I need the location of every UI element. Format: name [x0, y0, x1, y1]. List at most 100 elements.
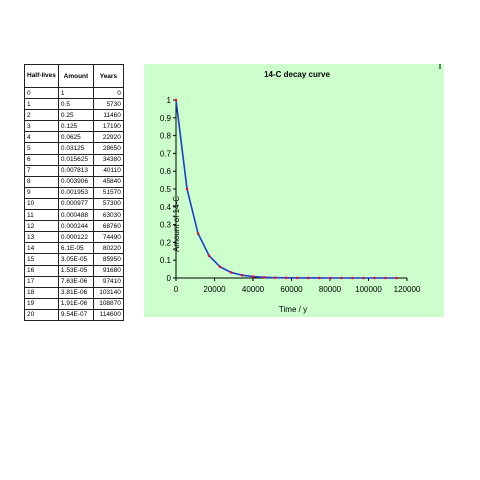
- years-cell: 85950: [92, 253, 124, 266]
- years-cell: 108870: [92, 297, 124, 310]
- y-tick-label: 0.2: [160, 238, 172, 247]
- data-point: [196, 232, 200, 235]
- years-cell: 0: [92, 86, 124, 100]
- amount-cell: 0.000244: [57, 220, 94, 233]
- chart-panel: 14-C decay curve Time / y Amount of 14-C…: [144, 64, 444, 317]
- series: [174, 98, 398, 280]
- years-cell: 51570: [92, 186, 124, 199]
- y-tick-label: 0.4: [160, 203, 172, 212]
- half-life-cell: 13: [24, 231, 59, 244]
- x-tick-label: 0: [174, 285, 179, 294]
- years-cell: 11460: [92, 109, 124, 122]
- years-cell: 34380: [92, 153, 124, 166]
- y-tick-label: 0.3: [160, 221, 172, 230]
- amount-cell: 0.03125: [57, 142, 94, 155]
- header-amount: Amount: [57, 64, 94, 88]
- years-cell: 80220: [92, 242, 124, 255]
- amount-cell: 0.015625: [57, 153, 94, 166]
- axes: [175, 100, 407, 279]
- x-tick-label: 120000: [394, 285, 421, 294]
- table-row: 13 0.000122 74490: [24, 231, 124, 244]
- amount-cell: 3.81E-06: [57, 286, 94, 299]
- data-point: [351, 276, 354, 280]
- amount-cell: 6.1E-05: [57, 242, 94, 255]
- data-point: [262, 276, 266, 279]
- half-life-cell: 11: [24, 209, 59, 222]
- data-point: [340, 276, 343, 280]
- data-table: Half-lives Amount Years 0 1 0 1 0.5 5730 2 0.25…: [24, 64, 124, 321]
- data-point: [185, 187, 189, 191]
- years-cell: 63030: [92, 209, 124, 222]
- y-tick-label: 0.1: [160, 256, 172, 265]
- years-cell: 28650: [92, 142, 124, 155]
- amount-cell: 1.91E-06: [57, 297, 94, 310]
- y-tick-label: 0.7: [160, 149, 172, 158]
- x-axis-label: Time / y: [279, 305, 307, 314]
- table-row: 10 0.000977 57300: [24, 197, 124, 211]
- chart-title: 14-C decay curve: [264, 70, 330, 79]
- amount-cell: 0.000977: [57, 197, 94, 211]
- table-row: 16 1.53E-05 91680: [24, 264, 124, 277]
- amount-cell: 3.05E-05: [57, 253, 94, 266]
- half-life-cell: 20: [24, 308, 59, 321]
- header-years: Years: [92, 64, 124, 88]
- data-point: [384, 276, 387, 280]
- x-tick-label: 40000: [242, 285, 265, 294]
- years-cell: 68760: [92, 220, 124, 233]
- decay-series-line: [175, 99, 397, 279]
- amount-cell: 0.125: [57, 120, 94, 133]
- table-row: 8 0.003906 45840: [24, 175, 124, 188]
- table-body: 0 1 0 1 0.5 5730 2 0.25 11460 3 0.125 17190 4 0.0625 2…: [24, 86, 124, 321]
- half-life-cell: 9: [24, 186, 59, 199]
- data-point: [307, 276, 310, 280]
- table-row: 17 7.63E-06 97410: [24, 275, 124, 288]
- table-row: 1 0.5 5730: [24, 98, 124, 111]
- y-tick-label: 0.6: [160, 167, 172, 176]
- table-row: 15 3.05E-05 85950: [24, 253, 124, 266]
- table-row: 4 0.0625 22920: [24, 131, 124, 144]
- table-row: 20 9.54E-07 114600: [24, 308, 124, 321]
- decay-chart: 14-C decay curve Time / y Amount of 14-C…: [160, 64, 441, 314]
- half-life-cell: 15: [24, 253, 59, 266]
- amount-cell: 0.007813: [57, 164, 94, 177]
- table-row: 6 0.015625 34380: [24, 153, 124, 166]
- amount-cell: 0.000488: [57, 209, 94, 222]
- half-life-cell: 7: [24, 164, 59, 177]
- data-point: [251, 275, 255, 278]
- years-cell: 40110: [92, 164, 124, 177]
- data-point: [229, 271, 233, 274]
- table-row: 12 0.000244 68760: [24, 220, 124, 233]
- half-life-cell: 5: [24, 142, 59, 155]
- table-header-row: Half-lives Amount Years: [24, 64, 124, 88]
- x-tick-label: 20000: [203, 285, 226, 294]
- half-life-cell: 1: [24, 98, 59, 111]
- amount-cell: 0.25: [57, 109, 94, 122]
- table-row: 19 1.91E-06 108870: [24, 297, 124, 310]
- table-row: 3 0.125 17190: [24, 120, 124, 133]
- amount-cell: 7.63E-06: [57, 275, 94, 288]
- amount-cell: 0.0625: [57, 131, 94, 144]
- y-tick-label: 1: [167, 96, 172, 105]
- data-point: [362, 276, 365, 280]
- years-cell: 45840: [92, 175, 124, 188]
- half-life-cell: 17: [24, 275, 59, 288]
- years-cell: 91680: [92, 264, 124, 277]
- data-point: [240, 273, 244, 277]
- table-row: 9 0.001953 51570: [24, 186, 124, 199]
- years-cell: 97410: [92, 275, 124, 288]
- years-cell: 22920: [92, 131, 124, 144]
- half-life-cell: 2: [24, 109, 59, 122]
- amount-cell: 1: [57, 86, 94, 100]
- y-tick-label: 0.8: [160, 132, 172, 141]
- years-cell: 114600: [92, 308, 124, 321]
- x-tick-label: 100000: [355, 285, 382, 294]
- amount-cell: 0.5: [57, 98, 94, 111]
- table-row: 11 0.000488 63030: [24, 209, 124, 222]
- data-point: [296, 276, 299, 280]
- data-point: [285, 276, 288, 280]
- table-row: 14 6.1E-05 80220: [24, 242, 124, 255]
- amount-cell: 0.003906: [57, 175, 94, 188]
- half-life-cell: 14: [24, 242, 59, 255]
- half-life-cell: 19: [24, 297, 59, 310]
